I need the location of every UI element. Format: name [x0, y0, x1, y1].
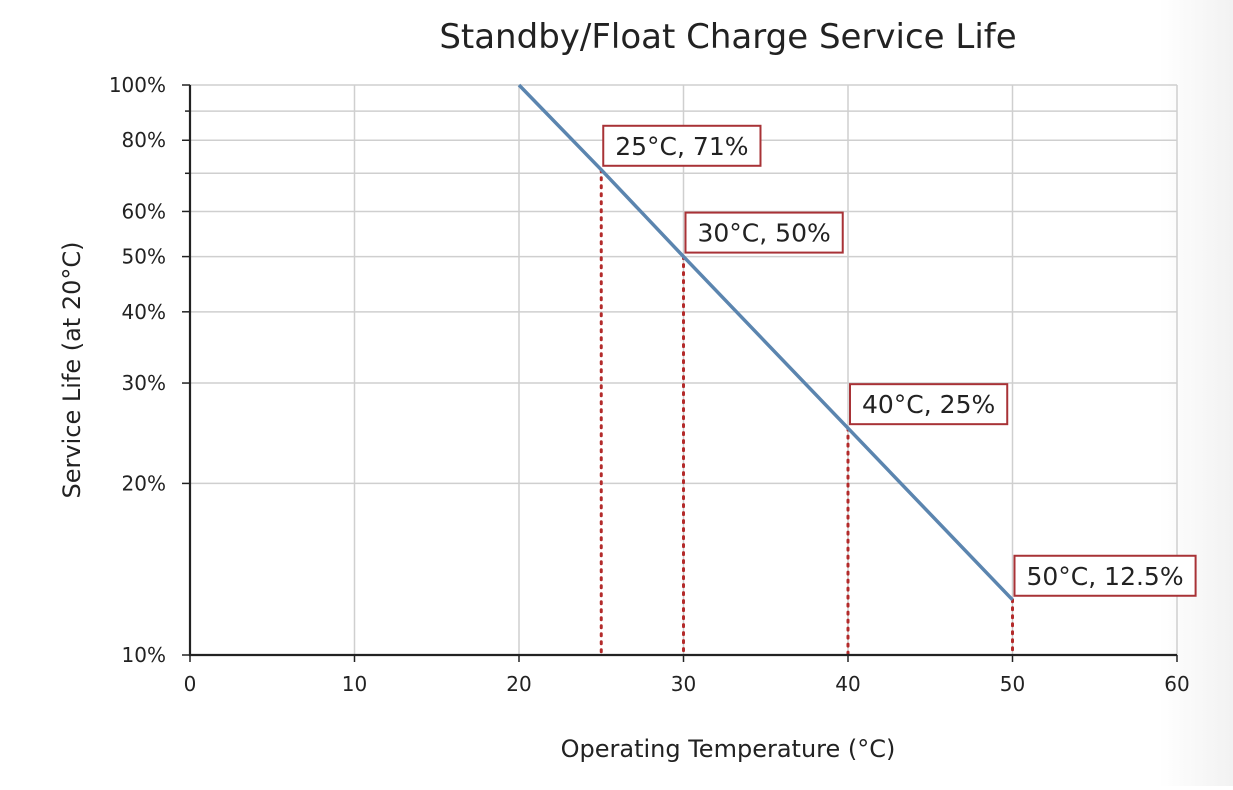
drop-lines-layer — [599, 168, 1014, 657]
annotation-label: 40°C, 25% — [862, 390, 995, 419]
x-axis-title: Operating Temperature (°C) — [561, 735, 896, 763]
chart-title: Standby/Float Charge Service Life — [439, 17, 1016, 57]
annotation: 50°C, 12.5% — [1013, 554, 1197, 597]
x-tick-label: 40 — [835, 672, 860, 696]
series-layer — [517, 83, 1014, 602]
y-tick-label: 60% — [122, 199, 166, 223]
x-tick-label: 30 — [671, 672, 696, 696]
y-tick-label: 20% — [122, 471, 166, 495]
service-life-line — [517, 83, 1014, 602]
x-tick-label: 20 — [506, 672, 531, 696]
x-tick-label: 60 — [1164, 672, 1189, 696]
x-tick-label: 10 — [342, 672, 367, 696]
y-tick-label: 100% — [109, 73, 166, 97]
y-axis-title: Service Life (at 20°C) — [58, 242, 86, 499]
y-tick-label: 50% — [122, 245, 166, 269]
annotation: 25°C, 71% — [602, 124, 762, 167]
y-tick-label: 10% — [122, 643, 166, 667]
annotation: 30°C, 50% — [684, 211, 844, 254]
axes-layer: 0 10 20 30 40 50 60 10% 20% 30% 40% 50% 60% 80% 100% — [109, 73, 1190, 696]
x-tick-label: 50 — [1000, 672, 1025, 696]
annotation-box — [849, 383, 1009, 426]
annotation-label: 25°C, 71% — [615, 132, 748, 161]
y-tick-label: 80% — [122, 128, 166, 152]
annotation-box — [1013, 554, 1197, 597]
annotation-box — [602, 124, 762, 167]
annotation: 40°C, 25% — [849, 383, 1009, 426]
annotation-label: 50°C, 12.5% — [1027, 562, 1184, 591]
y-tick-label: 40% — [122, 300, 166, 324]
annotation-label: 30°C, 50% — [698, 219, 831, 248]
y-tick-label: 30% — [122, 371, 166, 395]
annotations-layer: 25°C, 71% 30°C, 50% 40°C, 25% 50°C, 12.5% — [602, 124, 1197, 597]
annotation-box — [684, 211, 844, 254]
x-tick-label: 0 — [184, 672, 197, 696]
